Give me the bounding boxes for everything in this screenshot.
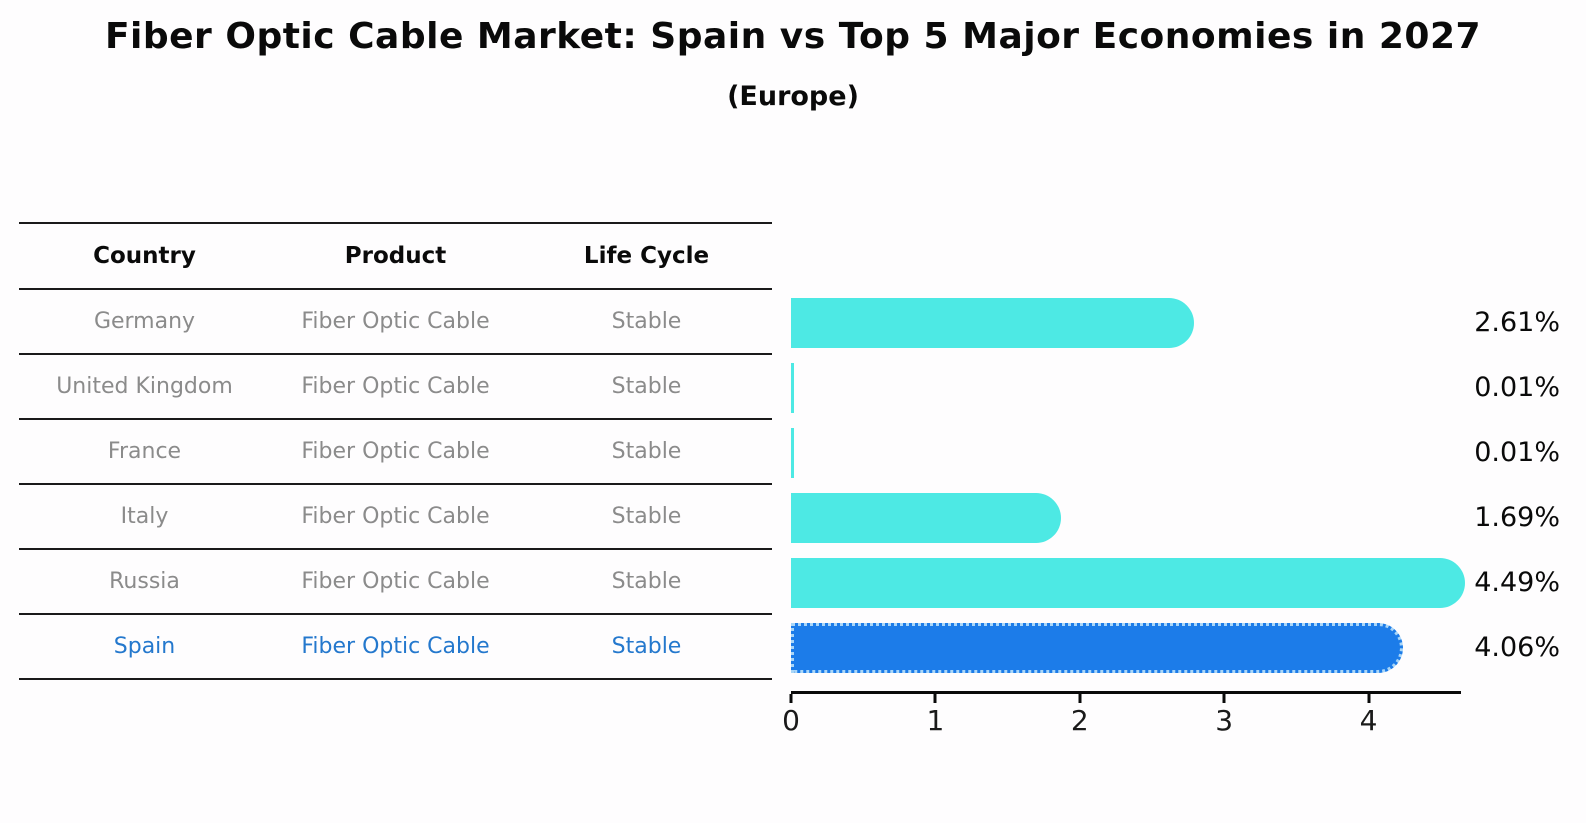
value-label-italy: 1.69%: [1474, 502, 1560, 533]
value-label-spain: 4.06%: [1474, 632, 1560, 663]
bar-russia: [791, 557, 1466, 608]
value-label-column: 2.61% 0.01% 0.01% 1.69% 4.49% 4.06%: [1420, 290, 1560, 680]
table-row: United Kingdom Fiber Optic Cable Stable: [19, 355, 772, 420]
bar-germany: [791, 297, 1194, 348]
bar-france: [791, 427, 794, 478]
lifecycle-cell: Stable: [611, 504, 682, 529]
x-axis-tick: [1078, 694, 1082, 703]
table-row: Russia Fiber Optic Cable Stable: [19, 550, 772, 615]
value-label-germany: 2.61%: [1474, 307, 1560, 338]
lifecycle-cell: Stable: [611, 439, 682, 464]
product-cell: Fiber Optic Cable: [301, 569, 490, 594]
country-cell: France: [107, 439, 182, 464]
chart-title: Fiber Optic Cable Market: Spain vs Top 5…: [104, 16, 1482, 57]
country-cell: Spain: [113, 634, 176, 659]
product-cell: Fiber Optic Cable: [301, 374, 490, 399]
country-cell: United Kingdom: [56, 374, 233, 399]
value-label-russia: 4.49%: [1474, 567, 1560, 598]
lifecycle-cell: Stable: [611, 634, 682, 659]
value-label-united-kingdom: 0.01%: [1474, 372, 1560, 403]
country-table: Country Product Life Cycle Germany Fiber…: [19, 222, 772, 680]
chart-subtitle: (Europe): [727, 81, 859, 112]
lifecycle-cell: Stable: [611, 374, 682, 399]
value-label-france: 0.01%: [1474, 437, 1560, 468]
x-axis-tick-label: 4: [1359, 704, 1378, 737]
table-row: Germany Fiber Optic Cable Stable: [19, 290, 772, 355]
x-axis-tick: [1367, 694, 1371, 703]
column-header-product: Product: [344, 243, 447, 269]
country-cell: Germany: [93, 309, 196, 334]
bar-spain: [791, 622, 1404, 673]
product-cell: Fiber Optic Cable: [301, 634, 490, 659]
x-axis-tick: [1222, 694, 1226, 703]
column-header-country: Country: [93, 243, 196, 269]
x-axis-tick: [933, 694, 937, 703]
x-axis-tick: [789, 694, 793, 703]
x-axis-tick-label: 0: [782, 704, 800, 737]
x-axis-tick-label: 1: [926, 704, 945, 737]
lifecycle-cell: Stable: [611, 569, 682, 594]
column-header-lifecycle: Life Cycle: [583, 243, 710, 269]
product-cell: Fiber Optic Cable: [301, 309, 490, 334]
table-row: France Fiber Optic Cable Stable: [19, 420, 772, 485]
bar-chart-area: [791, 290, 1491, 680]
x-axis-tick-label: 2: [1070, 704, 1089, 737]
lifecycle-cell: Stable: [611, 309, 682, 334]
country-cell: Italy: [120, 504, 169, 529]
x-axis: 0 1 2 3 4: [782, 691, 1461, 751]
product-cell: Fiber Optic Cable: [301, 504, 490, 529]
product-cell: Fiber Optic Cable: [301, 439, 490, 464]
table-header-row: Country Product Life Cycle: [19, 222, 772, 290]
x-axis-line: [791, 691, 1461, 694]
x-axis-tick-label: 3: [1215, 704, 1234, 737]
country-cell: Russia: [109, 569, 180, 594]
table-row: Italy Fiber Optic Cable Stable: [19, 485, 772, 550]
table-row-highlighted: Spain Fiber Optic Cable Stable: [19, 615, 772, 680]
bar-united-kingdom: [791, 362, 794, 413]
bar-italy: [791, 492, 1061, 543]
